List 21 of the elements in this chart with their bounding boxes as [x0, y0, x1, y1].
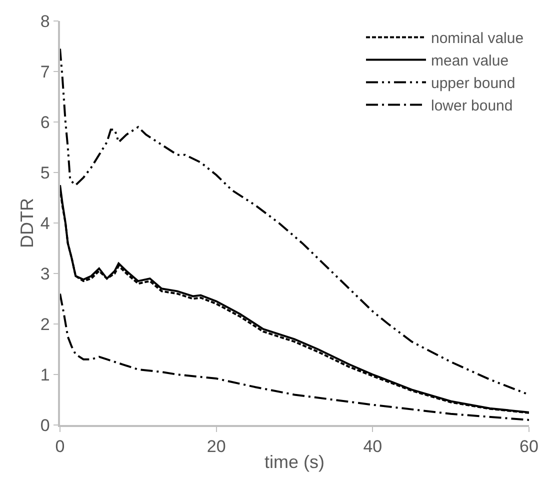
legend-label: lower bound	[431, 98, 513, 115]
legend-label: mean value	[431, 52, 509, 70]
y-tick-label: 3	[40, 264, 50, 284]
x-tick-label: 20	[206, 437, 226, 456]
y-tick-label: 8	[40, 12, 50, 31]
x-tick-label: 0	[55, 437, 65, 456]
line-series	[60, 292, 529, 421]
y-axis-title: DDTR	[17, 198, 38, 248]
legend-label: nominal value	[431, 30, 524, 48]
y-tick-label: 2	[40, 314, 50, 334]
y-tick-label: 1	[40, 365, 50, 384]
x-tick-label: 40	[363, 437, 382, 456]
legend-label: upper bound	[431, 75, 516, 92]
y-tick-label: 5	[40, 163, 50, 182]
x-axis-title: time (s)	[264, 452, 324, 472]
y-tick-label: 7	[40, 62, 50, 82]
line-series	[60, 48, 529, 396]
y-tick-label: 4	[40, 214, 50, 233]
x-tick-label: 60	[520, 437, 538, 456]
y-tick-label: 6	[40, 112, 50, 132]
y-tick-label: 0	[40, 416, 50, 435]
